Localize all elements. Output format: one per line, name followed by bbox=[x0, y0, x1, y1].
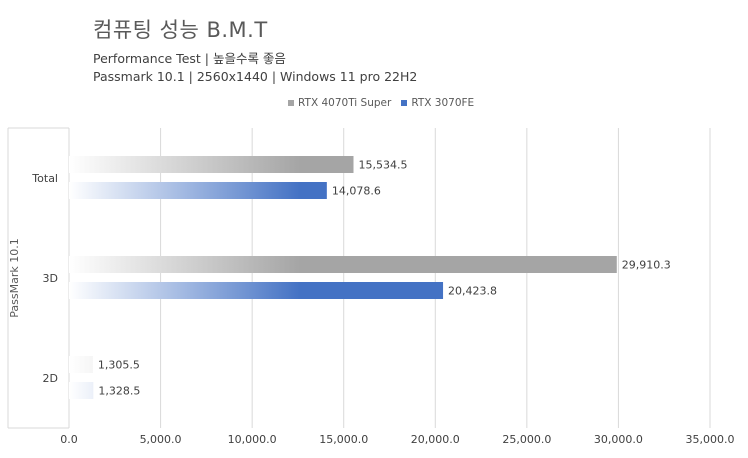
category-label-2d: 2D bbox=[43, 372, 58, 385]
legend-swatch-series-1 bbox=[288, 100, 294, 106]
x-tick-label: 30,000.0 bbox=[594, 433, 643, 446]
bar-2d-series-1 bbox=[69, 356, 93, 373]
data-label-2d-series-1: 1,305.5 bbox=[98, 359, 140, 372]
bar-total-series-2 bbox=[69, 182, 327, 199]
bar-3d-series-1 bbox=[69, 256, 617, 273]
category-label-total: Total bbox=[31, 172, 58, 185]
x-tick-label: 5,000.0 bbox=[140, 433, 182, 446]
legend: RTX 4070Ti Super RTX 3070FE bbox=[288, 97, 484, 109]
x-tick-label: 35,000.0 bbox=[686, 433, 735, 446]
x-tick-label: 20,000.0 bbox=[411, 433, 460, 446]
axis-label-passmark: PassMark 10.1 bbox=[8, 238, 21, 317]
bar-3d-series-2 bbox=[69, 282, 444, 299]
data-label-3d-series-1: 29,910.3 bbox=[622, 259, 671, 272]
category-label-3d: 3D bbox=[43, 272, 58, 285]
x-tick-label: 0.0 bbox=[60, 433, 78, 446]
legend-item-series-1: RTX 4070Ti Super bbox=[288, 97, 391, 109]
legend-swatch-series-2 bbox=[401, 100, 408, 106]
data-label-2d-series-2: 1,328.5 bbox=[98, 385, 140, 398]
x-tick-label: 25,000.0 bbox=[502, 433, 551, 446]
chart-title: 컴퓨팅 성능 B.M.T bbox=[93, 18, 268, 42]
legend-label-series-2: RTX 3070FE bbox=[411, 97, 475, 109]
x-tick-label: 15,000.0 bbox=[319, 433, 368, 446]
legend-label-series-1: RTX 4070Ti Super bbox=[298, 97, 392, 109]
chart-subtitle-settings: Passmark 10.1 | 2560x1440 | Windows 11 p… bbox=[93, 69, 418, 84]
data-label-total-series-1: 15,534.5 bbox=[359, 159, 408, 172]
data-label-total-series-2: 14,078.6 bbox=[332, 185, 381, 198]
bar-total-series-1 bbox=[69, 156, 354, 173]
chart-subtitle-performance: Performance Test | 높을수록 좋음 bbox=[93, 51, 286, 66]
bar-2d-series-2 bbox=[69, 382, 94, 399]
legend-item-series-2: RTX 3070FE bbox=[401, 97, 474, 109]
x-tick-label: 10,000.0 bbox=[228, 433, 277, 446]
data-label-3d-series-2: 20,423.8 bbox=[448, 285, 497, 298]
